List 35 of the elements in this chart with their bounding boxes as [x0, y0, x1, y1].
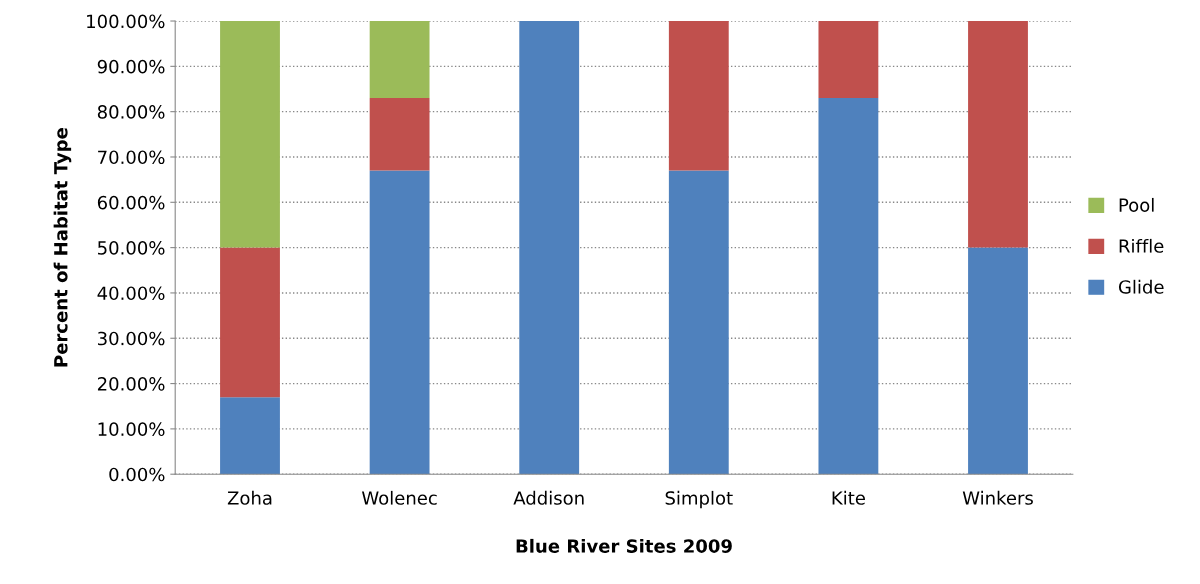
bar — [818, 98, 879, 475]
y-tick-label: 0.00% — [109, 467, 165, 482]
bar — [968, 21, 1028, 248]
bar — [369, 170, 430, 475]
y-tick-label: 90.00% — [97, 59, 165, 74]
bar — [519, 21, 580, 475]
x-tick-label: Zoha — [227, 490, 272, 505]
x-tick-label: Kite — [832, 490, 865, 505]
y-tick-label: 70.00% — [98, 150, 165, 165]
y-tick-label: 30.00% — [98, 331, 165, 346]
y-tick-label: 20.00% — [97, 377, 165, 391]
x-tick-label: Addison — [513, 490, 584, 505]
x-axis-title: Blue River Sites 2009 — [516, 538, 732, 553]
legend-label: Pool — [1119, 197, 1154, 212]
bar — [220, 21, 280, 248]
bar — [968, 247, 1028, 475]
bar — [818, 21, 879, 99]
legend-label: Glide — [1118, 279, 1164, 294]
y-tick-label: 40.00% — [97, 286, 165, 301]
y-axis-title: Percent of Habitat Type — [53, 128, 72, 367]
bar — [668, 170, 729, 475]
bar — [668, 21, 729, 171]
legend-label: Riffle — [1119, 238, 1164, 253]
bar — [369, 98, 430, 171]
bar — [220, 397, 280, 475]
y-tick-label: 10.00% — [98, 422, 165, 437]
bar — [220, 247, 280, 398]
y-tick-label: 50.00% — [98, 241, 165, 255]
y-tick-label: 80.00% — [97, 105, 165, 119]
bar — [369, 21, 430, 99]
y-tick-label: 100.00% — [87, 14, 165, 29]
y-tick-label: 60.00% — [97, 195, 165, 210]
x-tick-label: Simplot — [665, 490, 733, 509]
x-tick-label: Wolenec — [361, 490, 437, 505]
x-tick-label: Winkers — [962, 490, 1033, 505]
